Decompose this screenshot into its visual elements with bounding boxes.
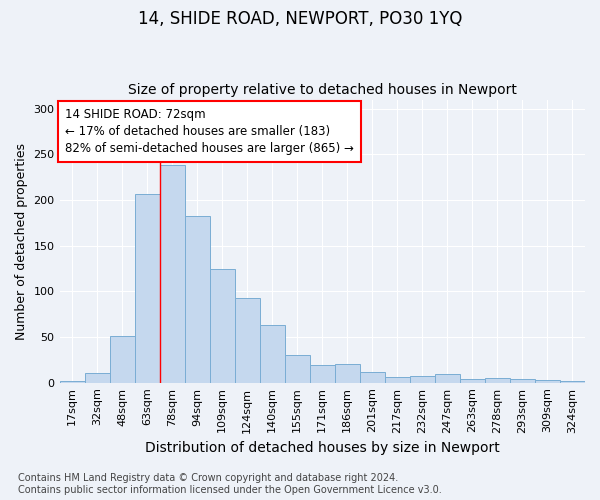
Bar xyxy=(535,380,560,382)
X-axis label: Distribution of detached houses by size in Newport: Distribution of detached houses by size … xyxy=(145,441,500,455)
Bar xyxy=(260,325,285,382)
Bar xyxy=(385,377,410,382)
Bar xyxy=(235,298,260,382)
Bar xyxy=(59,381,85,382)
Bar xyxy=(209,270,235,382)
Bar xyxy=(134,194,160,382)
Bar xyxy=(485,378,510,382)
Text: 14, SHIDE ROAD, NEWPORT, PO30 1YQ: 14, SHIDE ROAD, NEWPORT, PO30 1YQ xyxy=(138,10,462,28)
Y-axis label: Number of detached properties: Number of detached properties xyxy=(15,142,28,340)
Title: Size of property relative to detached houses in Newport: Size of property relative to detached ho… xyxy=(128,83,517,97)
Bar xyxy=(335,364,360,382)
Bar xyxy=(160,166,185,382)
Bar xyxy=(185,216,209,382)
Bar xyxy=(510,379,535,382)
Bar xyxy=(85,372,110,382)
Bar xyxy=(560,381,585,382)
Text: Contains HM Land Registry data © Crown copyright and database right 2024.
Contai: Contains HM Land Registry data © Crown c… xyxy=(18,474,442,495)
Bar xyxy=(360,372,385,382)
Text: 14 SHIDE ROAD: 72sqm
← 17% of detached houses are smaller (183)
82% of semi-deta: 14 SHIDE ROAD: 72sqm ← 17% of detached h… xyxy=(65,108,353,155)
Bar xyxy=(435,374,460,382)
Bar xyxy=(110,336,134,382)
Bar xyxy=(410,376,435,382)
Bar xyxy=(460,379,485,382)
Bar xyxy=(285,356,310,382)
Bar xyxy=(310,366,335,382)
